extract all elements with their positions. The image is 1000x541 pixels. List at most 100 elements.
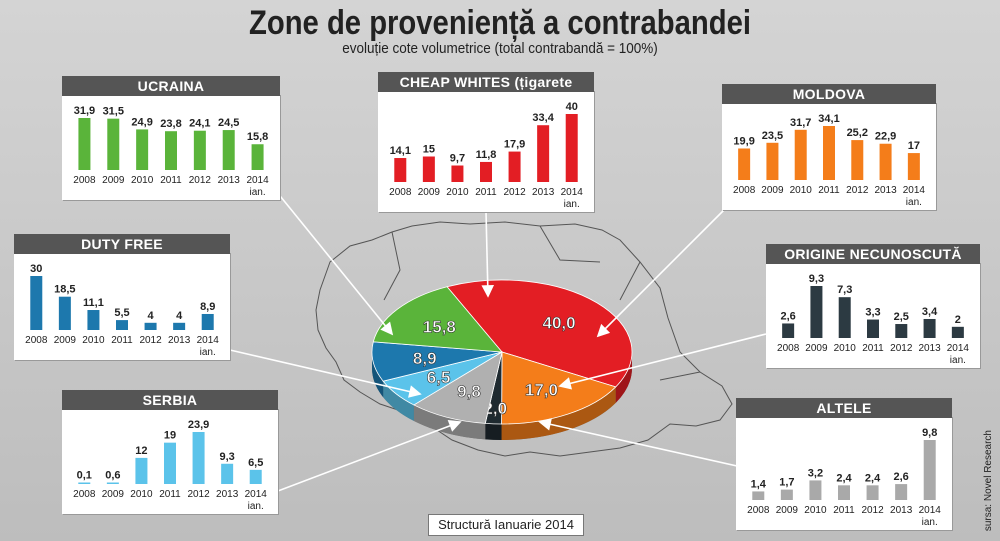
bar-dutyfree-2013 (173, 322, 186, 330)
year-label-cheap-2011: 2011 (475, 187, 497, 198)
bar-altele-2009 (780, 489, 793, 500)
year-label-origine-2011: 2011 (862, 343, 884, 354)
bar-label-altele-2014: 9,8 (922, 427, 937, 439)
year-sublabel-serbia: ian. (248, 501, 264, 512)
bar-serbia-2008 (78, 482, 91, 484)
panel-cheap-whites: 14,1 2008 15 2009 9,7 2010 11,8 2011 17,9 2012 33,… (378, 90, 594, 212)
panel-altele: 1,4 2008 1,7 2009 3,2 2010 2,4 2011 2,4 2012 2,6 20… (736, 416, 952, 530)
year-label-altele-2012: 2012 (861, 505, 884, 516)
page-title: Zone de proveniență a contrabandei (248, 4, 752, 42)
connector-arrow-6 (408, 385, 422, 398)
year-label-dutyfree-2012: 2012 (139, 335, 162, 346)
pie-wall-1-0 (501, 386, 616, 440)
bar-label-dutyfree-2009: 18,5 (54, 284, 75, 296)
connector-arrow-3 (558, 377, 573, 390)
panel-ucraina: 31,9 2008 31,5 2009 24,9 2010 23,8 2011 24,1 2012… (62, 94, 280, 200)
bar-origine-2010 (838, 297, 851, 338)
bar-label-cheap-2011: 11,8 (476, 149, 497, 161)
year-label-dutyfree-2009: 2009 (54, 335, 77, 346)
year-label-moldova-2008: 2008 (733, 185, 756, 196)
year-label-origine-2012: 2012 (890, 343, 913, 354)
connector-6 (229, 349, 421, 395)
bar-label-altele-2009: 1,7 (779, 477, 794, 489)
pie-wall-4-0 (383, 381, 414, 421)
bar-label-serbia-2008: 0,1 (77, 470, 92, 482)
bar-moldova-2010 (794, 129, 807, 180)
bar-chart-moldova: 19,9 2008 23,5 2009 31,7 2010 34,1 2011 25,2 2012… (733, 113, 925, 208)
year-label-ucraina-2010: 2010 (131, 175, 154, 186)
bar-altele-2014 (923, 440, 936, 500)
panel-title-origine-necunoscuta: ORIGINE NECUNOSCUTĂ (766, 244, 980, 264)
year-label-ucraina-2014: 2014 (246, 175, 269, 186)
bar-label-cheap-2009: 15 (423, 144, 435, 156)
connector-arrow-2 (596, 323, 611, 338)
year-label-origine-2014: 2014 (947, 343, 970, 354)
year-label-dutyfree-2010: 2010 (82, 335, 105, 346)
year-label-altele-2008: 2008 (747, 505, 770, 516)
year-sublabel-altele: ian. (922, 517, 938, 528)
year-label-dutyfree-2014: 2014 (197, 335, 220, 346)
year-label-origine-2013: 2013 (918, 343, 941, 354)
bar-label-moldova-2012: 25,2 (847, 127, 868, 139)
panel-title-cheap-whites: CHEAP WHITES (țigarete ieftine) (378, 72, 594, 110)
bar-chart-cheap-whites: 14,1 2008 15 2009 9,7 2010 11,8 2011 17,9 2012 33,… (389, 101, 584, 210)
bar-moldova-2012 (851, 140, 864, 180)
page-subtitle: evoluție cote volumetrice (total contrab… (342, 40, 658, 57)
connector-0 (271, 185, 393, 335)
year-label-ucraina-2012: 2012 (189, 175, 212, 186)
bar-serbia-2012 (192, 432, 205, 484)
bar-dutyfree-2012 (144, 322, 157, 330)
bar-origine-2008 (782, 323, 795, 338)
bar-ucraina-2014 (251, 144, 264, 170)
pie-slice-6 (372, 286, 503, 353)
bar-chart-serbia: 0,1 2008 0,6 2009 12 2010 19 2011 23,9 2012 9,3 201… (73, 419, 267, 512)
bar-dutyfree-2008 (30, 276, 43, 330)
bar-label-altele-2008: 1,4 (751, 478, 767, 490)
year-label-ucraina-2011: 2011 (160, 175, 182, 186)
pie-label-3: 9,8 (457, 382, 481, 401)
bar-dutyfree-2011 (116, 320, 128, 330)
bar-chart-duty-free: 30 2008 18,5 2009 11,1 2010 5,5 2011 4 2012 4 2013 8… (25, 263, 220, 358)
year-label-dutyfree-2008: 2008 (25, 335, 48, 346)
bar-label-cheap-2010: 9,7 (450, 153, 465, 165)
bar-serbia-2010 (135, 457, 148, 484)
year-label-altele-2009: 2009 (776, 505, 799, 516)
bar-origine-2011 (867, 319, 879, 338)
bar-serbia-2009 (106, 482, 119, 484)
pie-label-6: 15,8 (423, 317, 456, 336)
year-label-altele-2014: 2014 (919, 505, 942, 516)
year-label-cheap-2009: 2009 (418, 187, 441, 198)
pie-slice-1 (501, 351, 617, 425)
bar-label-dutyfree-2013: 4 (176, 310, 183, 322)
bar-label-cheap-2008: 14,1 (390, 145, 411, 157)
bar-label-dutyfree-2008: 30 (30, 263, 42, 275)
bar-chart-altele: 1,4 2008 1,7 2009 3,2 2010 2,4 2011 2,4 2012 2,6 20… (747, 427, 942, 528)
bar-label-ucraina-2009: 31,5 (103, 106, 124, 118)
bar-origine-2014 (951, 326, 964, 338)
bar-label-altele-2013: 2,6 (893, 471, 908, 483)
bar-moldova-2011 (823, 126, 835, 180)
bar-label-altele-2010: 3,2 (808, 467, 823, 479)
bar-label-serbia-2012: 23,9 (188, 419, 209, 431)
bar-label-moldova-2009: 23,5 (762, 130, 783, 142)
bar-moldova-2014 (907, 153, 920, 180)
bar-label-altele-2011: 2,4 (836, 472, 852, 484)
pie-label-0: 40,0 (542, 314, 575, 333)
bar-label-moldova-2011: 34,1 (818, 113, 839, 125)
bar-altele-2008 (752, 491, 765, 500)
bar-ucraina-2009 (107, 118, 120, 170)
bar-label-dutyfree-2011: 5,5 (114, 307, 129, 319)
bar-cheap-2013 (537, 125, 550, 182)
bar-altele-2011 (838, 485, 850, 500)
bar-dutyfree-2009 (58, 296, 71, 330)
bar-cheap-2014 (565, 114, 578, 182)
year-label-moldova-2011: 2011 (818, 185, 840, 196)
year-label-cheap-2014: 2014 (561, 187, 584, 198)
bar-chart-origine-necunoscuta: 2,6 2008 9,3 2009 7,3 2010 3,3 2011 2,5 2012 3,4 20… (777, 273, 970, 366)
year-label-origine-2010: 2010 (834, 343, 857, 354)
bar-label-origine-2008: 2,6 (780, 310, 795, 322)
bar-label-cheap-2014: 40 (566, 101, 578, 113)
bar-label-serbia-2010: 12 (135, 445, 147, 457)
pie-chart: 40,017,02,09,86,58,915,8 (371, 279, 633, 425)
